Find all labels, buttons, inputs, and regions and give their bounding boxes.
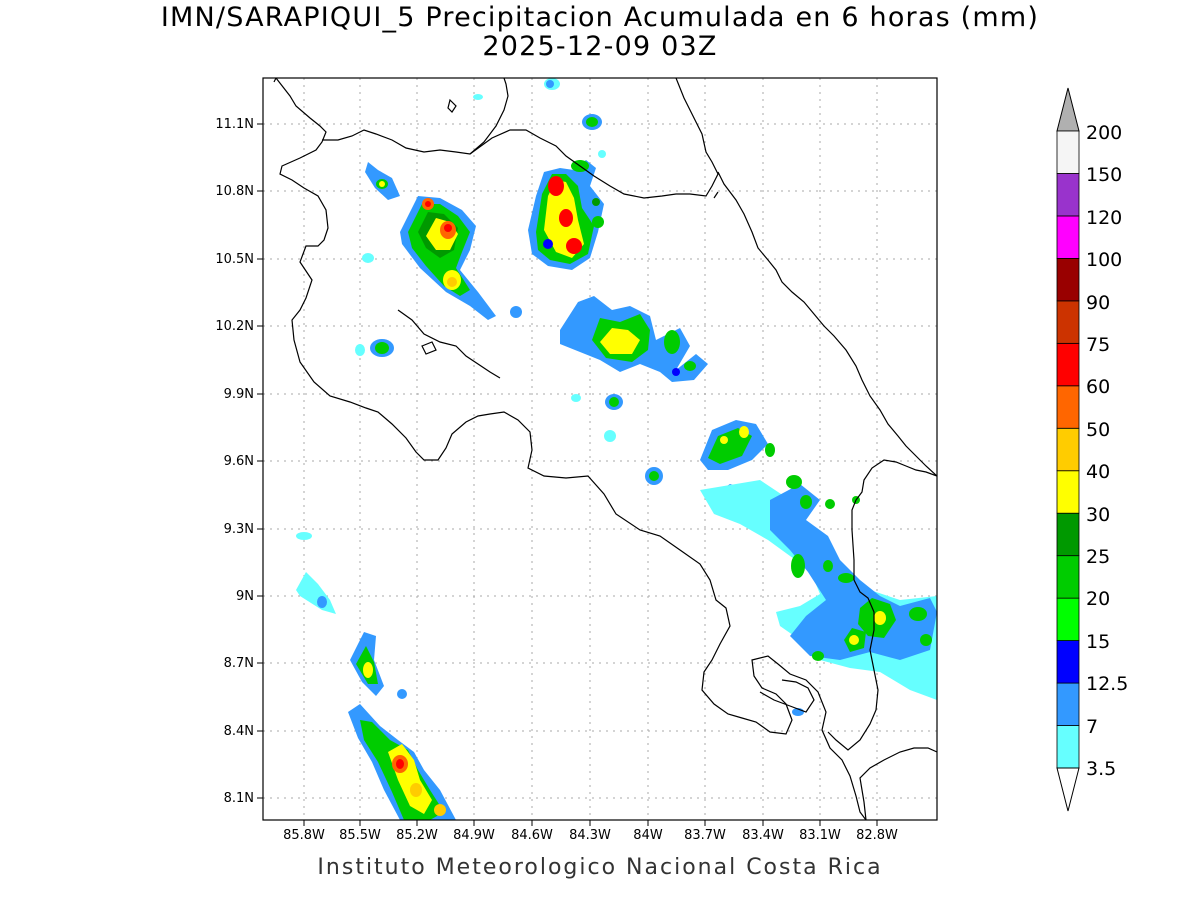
lat-label: 9.9N <box>224 387 254 402</box>
colorbar-swatch <box>1056 512 1080 557</box>
colorbar-swatch <box>1056 470 1080 514</box>
colorbar-label: 20 <box>1086 588 1110 610</box>
colorbar-swatch <box>1056 555 1080 599</box>
rain-cell <box>296 532 456 820</box>
colorbar-label: 60 <box>1086 376 1110 398</box>
colorbar-label: 40 <box>1086 461 1110 483</box>
rain-cell <box>700 420 937 716</box>
colorbar-label: 3.5 <box>1086 758 1116 780</box>
colorbar-swatch <box>1056 130 1080 174</box>
colorbar-label: 200 <box>1086 122 1122 144</box>
colorbar-over-arrow <box>1056 87 1080 132</box>
colorbar-swatch <box>1056 597 1080 642</box>
lon-label: 85.8W <box>283 828 325 843</box>
lat-label: 10.5N <box>215 252 254 267</box>
lat-label: 9.3N <box>224 522 254 537</box>
latitude-axis: 11.1N 10.8N 10.5N 10.2N 9.9N 9.6N 9.3N 9… <box>215 117 254 806</box>
lat-label: 8.1N <box>224 791 254 806</box>
colorbar-label: 12.5 <box>1086 673 1128 695</box>
axis-ticks <box>257 123 878 826</box>
colorbar-label: 100 <box>1086 249 1122 271</box>
lon-label: 84W <box>633 828 663 843</box>
precipitation-field <box>296 78 937 820</box>
longitude-axis: 85.8W 85.5W 85.2W 84.9W 84.6W 84.3W 84W … <box>283 828 898 843</box>
colorbar-label: 15 <box>1086 631 1110 653</box>
lon-label: 84.3W <box>569 828 611 843</box>
lon-label: 83.4W <box>742 828 784 843</box>
lon-label: 83.1W <box>799 828 841 843</box>
lon-label: 82.8W <box>856 828 898 843</box>
rain-cell <box>528 160 604 270</box>
colorbar-label: 120 <box>1086 207 1122 229</box>
lat-label: 8.7N <box>224 656 254 671</box>
rain-cell <box>473 78 606 158</box>
colorbar-label: 7 <box>1086 716 1098 738</box>
colorbar-swatch <box>1056 342 1080 387</box>
footer-credit: Instituto Meteorologico Nacional Costa R… <box>317 855 883 880</box>
lat-label: 9N <box>236 589 254 604</box>
colorbar-under-arrow <box>1056 767 1080 812</box>
colorbar-swatch <box>1056 682 1080 726</box>
map-title: IMN/SARAPIQUI_5 Precipitacion Acumulada … <box>160 2 1040 33</box>
colorbar-swatch <box>1056 257 1080 302</box>
rain-cell <box>400 196 496 320</box>
lon-label: 85.2W <box>396 828 438 843</box>
coastline-borders <box>273 78 937 820</box>
lon-label: 84.6W <box>511 828 553 843</box>
colorbar-swatch <box>1056 427 1080 472</box>
colorbar-label: 75 <box>1086 334 1110 356</box>
lat-label: 9.6N <box>224 454 254 469</box>
colorbar-label: 150 <box>1086 164 1122 186</box>
colorbar-swatch <box>1056 640 1080 684</box>
lat-label: 11.1N <box>215 117 254 132</box>
colorbar-swatch <box>1056 385 1080 429</box>
rain-cell <box>365 162 400 200</box>
lat-label: 8.4N <box>224 724 254 739</box>
map-frame <box>262 77 938 821</box>
lat-label: 10.2N <box>215 319 254 334</box>
lon-label: 83.7W <box>684 828 726 843</box>
map-subtitle-date: 2025-12-09 03Z <box>482 31 718 62</box>
colorbar-swatch <box>1056 300 1080 344</box>
colorbar-legend: 3.5 7 12.5 15 20 25 30 40 50 60 75 90 10… <box>1056 87 1128 812</box>
colorbar-label: 25 <box>1086 546 1110 568</box>
colorbar-label: 90 <box>1086 292 1110 314</box>
colorbar-swatch <box>1056 215 1080 259</box>
colorbar-swatch <box>1056 173 1080 217</box>
lat-label: 10.8N <box>215 184 254 199</box>
colorbar-label: 50 <box>1086 419 1110 441</box>
colorbar-label: 30 <box>1086 504 1110 526</box>
lon-label: 84.9W <box>453 828 495 843</box>
rain-cell <box>355 253 708 485</box>
colorbar-swatch <box>1056 725 1080 769</box>
lon-label: 85.5W <box>339 828 381 843</box>
